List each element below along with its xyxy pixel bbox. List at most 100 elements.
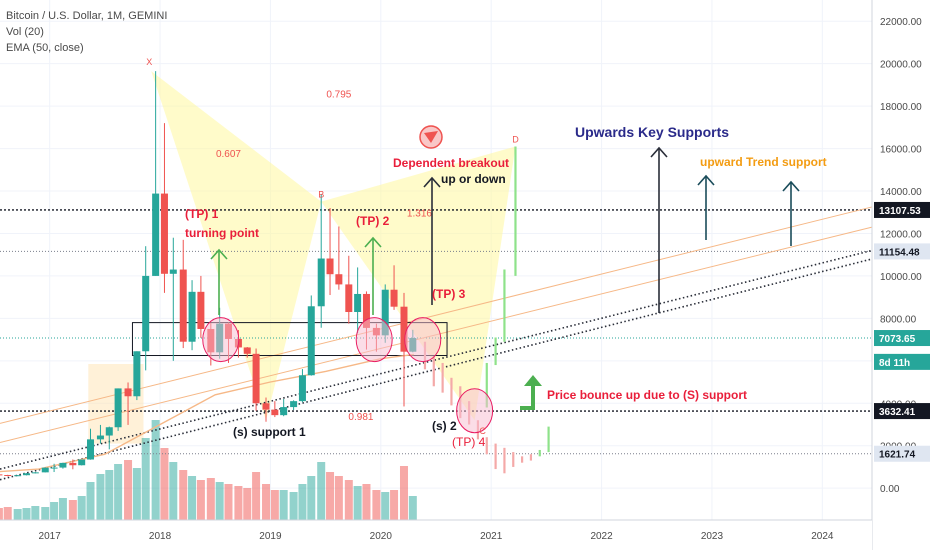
support-trendline xyxy=(0,249,873,470)
fib-ratio-label: 0.795 xyxy=(326,90,351,101)
candle-body xyxy=(69,462,77,466)
volume-bar xyxy=(262,484,271,520)
volume-bar xyxy=(372,490,381,520)
candle xyxy=(298,369,306,403)
candle xyxy=(197,275,205,338)
candle xyxy=(14,475,22,477)
price-tag-bg xyxy=(874,403,930,420)
candle xyxy=(335,226,343,290)
candle xyxy=(0,474,3,476)
candle-body xyxy=(298,375,306,402)
candle xyxy=(290,400,298,411)
candle-body xyxy=(262,403,270,410)
fib-ratio-label: 1.316 xyxy=(407,208,432,219)
volume-bar xyxy=(68,500,77,520)
pattern-point-b: B xyxy=(318,190,324,200)
breakout-arrow-head xyxy=(423,176,441,188)
annotation-tp1: (TP) 1 xyxy=(185,207,219,221)
price-tag-label: 1621.74 xyxy=(879,450,916,461)
candle-body xyxy=(133,351,141,397)
volume-bar xyxy=(77,496,86,520)
volume-bar xyxy=(13,509,22,520)
annotation-up-or-down: up or down xyxy=(441,172,506,186)
candle-body xyxy=(290,401,298,408)
pattern-point-c: C xyxy=(479,426,486,436)
volume-bar xyxy=(234,486,243,520)
volume-bar xyxy=(0,508,3,520)
y-tick-label: 22000.00 xyxy=(880,17,922,28)
candle xyxy=(105,426,113,450)
candle xyxy=(400,292,408,407)
annotation-support2: (s) 2 xyxy=(432,419,457,433)
candle-body xyxy=(31,472,39,474)
candle xyxy=(345,255,353,324)
key-support-arrow-1-head xyxy=(650,146,668,158)
volume-bar xyxy=(151,420,160,520)
candle-body xyxy=(317,258,325,307)
candle-body xyxy=(152,193,160,276)
price-tag-label: 11154.48 xyxy=(879,247,920,258)
volume-bar xyxy=(169,462,178,520)
volume-bar xyxy=(289,492,298,520)
price-tag-label: 3632.41 xyxy=(879,407,916,418)
candle xyxy=(243,347,251,358)
candle-body xyxy=(142,275,150,352)
candle-body xyxy=(362,293,370,328)
ema-indicator-label[interactable]: EMA (50, close) xyxy=(6,42,84,54)
candle xyxy=(31,472,39,474)
y-tick-label: 18000.00 xyxy=(880,102,922,113)
volume-bar xyxy=(399,466,408,520)
highlight-circle xyxy=(202,317,240,363)
candle xyxy=(78,459,86,466)
annotation-tp4: (TP) 4 xyxy=(452,435,486,449)
harmonic-pattern-xab xyxy=(151,71,322,421)
volume-bar xyxy=(96,474,105,520)
volume-bar xyxy=(160,448,169,520)
candle xyxy=(142,246,150,371)
volume-indicator-label[interactable]: Vol (20) xyxy=(6,26,44,38)
volume-bar xyxy=(243,488,252,520)
x-tick-label: 2020 xyxy=(370,531,393,542)
volume-bar xyxy=(344,480,353,520)
candle-body xyxy=(124,388,132,397)
volume-bar xyxy=(298,484,307,520)
candle xyxy=(50,463,58,473)
candle-body xyxy=(105,427,113,436)
annotation-tp2: (TP) 2 xyxy=(356,214,390,228)
candle-body xyxy=(87,439,95,460)
price-tag-label: 13107.53 xyxy=(879,206,921,217)
candle-body xyxy=(390,289,398,307)
annotation-tp3: (TP) 3 xyxy=(432,287,466,301)
candle xyxy=(317,194,325,328)
candle xyxy=(354,267,362,334)
volume-bar xyxy=(22,508,31,520)
volume-bar xyxy=(390,490,399,520)
x-axis-panel xyxy=(0,520,872,550)
candle-body xyxy=(0,474,3,476)
symbol-title[interactable]: Bitcoin / U.S. Dollar, 1M, GEMINI xyxy=(6,10,168,22)
annotation-price-bounce: Price bounce up due to (S) support xyxy=(547,388,747,402)
x-tick-label: 2023 xyxy=(701,531,724,542)
pattern-point-x: X xyxy=(146,57,152,67)
volume-bar xyxy=(353,486,362,520)
annotation-turning-point: turning point xyxy=(185,226,259,240)
support-box xyxy=(131,322,448,357)
volume-bar xyxy=(3,507,12,520)
volume-bar xyxy=(270,490,279,520)
annotation-support1: (s) support 1 xyxy=(233,425,306,439)
candle-body xyxy=(252,353,260,404)
candle xyxy=(390,265,398,310)
channel-trendline xyxy=(0,206,873,424)
candle-body xyxy=(22,473,30,476)
candle-body xyxy=(169,269,177,274)
candle xyxy=(188,280,196,351)
candle xyxy=(41,467,49,473)
logo-mark xyxy=(424,131,438,143)
volume-bar xyxy=(334,476,343,520)
candle-body xyxy=(326,258,334,275)
candle xyxy=(69,459,77,470)
y-tick-label: 16000.00 xyxy=(880,145,922,156)
annotation-upwards-key-supports: Upwards Key Supports xyxy=(575,124,729,140)
highlight-circle xyxy=(355,317,393,363)
